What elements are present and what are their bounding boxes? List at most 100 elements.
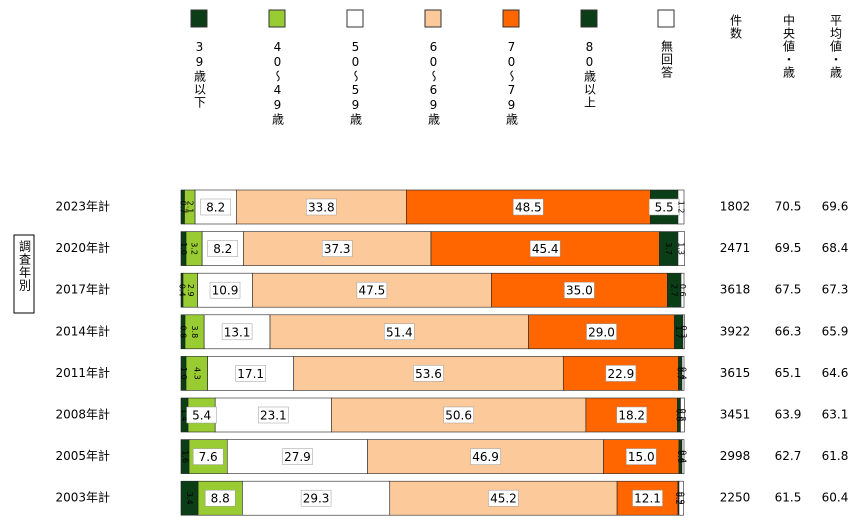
value-label: 3.7 [664, 242, 673, 255]
label-box [209, 281, 241, 299]
value-label: 8.2 [213, 242, 232, 256]
value-label: 8.8 [211, 492, 230, 506]
value-label: 17.1 [237, 367, 264, 381]
label-box [413, 365, 444, 382]
category-label: 2005年計 [55, 448, 110, 463]
value-label: 27.9 [284, 450, 311, 464]
value-label: 29.3 [303, 492, 330, 506]
side-label-box [13, 234, 35, 314]
value-label: 5.4 [192, 409, 211, 423]
category-label: 2008年計 [55, 407, 110, 422]
label-box [300, 489, 332, 507]
column-value: 2998 [720, 449, 751, 463]
value-label: 8.2 [206, 201, 225, 215]
legend-label: 40～49歳 [271, 40, 285, 126]
label-box [529, 240, 561, 257]
value-label: 35.0 [566, 284, 593, 298]
label-box [186, 406, 217, 424]
column-value: 3618 [720, 283, 751, 297]
value-label: 3.8 [190, 325, 199, 338]
value-label: 33.8 [308, 201, 335, 215]
value-label: 0.3 [679, 325, 688, 338]
category-label: 2020年計 [55, 240, 110, 255]
value-label: 2.9 [186, 284, 195, 297]
column-value: 65.1 [775, 366, 802, 380]
legend-swatch [424, 9, 442, 28]
value-label: 1.3 [677, 242, 686, 255]
value-label: 23.1 [260, 409, 287, 423]
label-box [384, 323, 415, 341]
column-header: 平均値・歳 [829, 14, 843, 79]
value-label: 13.1 [224, 325, 251, 339]
column-value: 70.5 [775, 200, 802, 214]
label-box [192, 448, 224, 465]
bar-segment [680, 272, 685, 308]
value-label: 2.1 [185, 201, 194, 214]
column-value: 2250 [720, 491, 751, 505]
value-label: 22.9 [608, 367, 635, 381]
label-box [282, 448, 313, 465]
value-label: 7.6 [199, 450, 218, 464]
column-value: 62.7 [775, 449, 802, 463]
legend-swatch [346, 9, 364, 28]
value-label: 0.7 [676, 367, 685, 380]
column-value: 61.8 [822, 449, 849, 463]
category-label: 2014年計 [55, 323, 110, 338]
bar-segment [680, 397, 685, 433]
value-label: 15.0 [628, 450, 655, 464]
value-label: 12.1 [634, 492, 661, 506]
value-label: 0.8 [678, 409, 687, 422]
column-value: 68.4 [822, 241, 849, 255]
label-box [625, 448, 657, 465]
label-box [443, 406, 474, 424]
value-label: 2.7 [670, 284, 679, 297]
column-header: 件数 [729, 14, 743, 40]
value-label: 1.0 [179, 242, 188, 255]
column-value: 67.3 [822, 283, 849, 297]
value-label: 46.9 [472, 450, 499, 464]
column-value: 63.1 [822, 408, 849, 422]
label-box [513, 198, 544, 216]
label-box [200, 198, 231, 216]
value-label: 37.3 [324, 242, 351, 256]
column-value: 3451 [720, 408, 751, 422]
legend-swatch [580, 9, 598, 28]
value-label: 0.8 [179, 325, 188, 338]
legend-label: 80歳以上 [583, 40, 597, 109]
value-label: 51.4 [386, 325, 413, 339]
bar-segment [207, 356, 294, 391]
category-label: 2011年計 [55, 365, 110, 380]
column-value: 69.6 [822, 200, 849, 214]
label-box [616, 406, 647, 424]
column-value: 1802 [720, 200, 751, 214]
label-box [648, 198, 680, 216]
value-label: 0.4 [678, 450, 687, 463]
value-label: 0.2 [674, 492, 683, 505]
label-box [207, 240, 238, 257]
value-label: 0.6 [676, 450, 685, 463]
column-value: 61.5 [775, 491, 802, 505]
bar-segment [677, 231, 685, 266]
column-value: 66.3 [775, 324, 802, 338]
label-box [258, 406, 289, 424]
value-label: 45.2 [490, 492, 517, 506]
value-label: 1.4 [180, 409, 189, 422]
label-box [306, 198, 337, 216]
value-label: 0.7 [178, 201, 187, 214]
value-label: 10.9 [212, 284, 239, 298]
legend-swatch [190, 9, 208, 28]
column-value: 60.4 [822, 491, 849, 505]
column-value: 3922 [720, 324, 751, 338]
value-label: 1.2 [676, 201, 685, 214]
value-label: 29.0 [588, 325, 615, 339]
value-label: 1.6 [181, 450, 190, 463]
value-label: 0.9 [677, 492, 686, 505]
label-box [586, 323, 617, 341]
column-value: 3615 [720, 366, 751, 380]
label-box [632, 489, 663, 507]
value-label: 45.4 [532, 242, 559, 256]
side-label: 調査年別 [18, 240, 32, 292]
label-box [488, 489, 519, 507]
category-label: 2003年計 [55, 490, 110, 505]
